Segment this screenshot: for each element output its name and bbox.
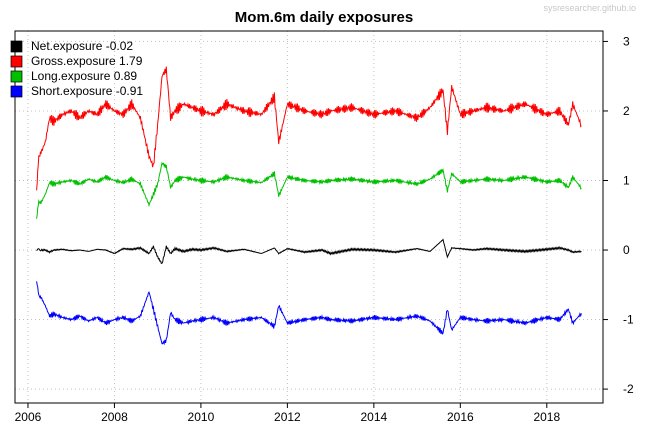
series-line <box>36 161 582 219</box>
x-tick-label: 2008 <box>101 410 128 424</box>
y-tick-label: 1 <box>623 173 630 187</box>
legend-label: Long.exposure 0.89 <box>31 69 137 83</box>
series-line <box>36 238 582 265</box>
legend-swatch <box>10 70 23 83</box>
y-tick-label: 2 <box>623 104 630 118</box>
x-tick-label: 2010 <box>188 410 215 424</box>
legend-swatch <box>10 85 23 98</box>
series-line <box>36 281 582 346</box>
legend-label: Short.exposure -0.91 <box>31 84 143 98</box>
x-tick-label: 2014 <box>361 410 388 424</box>
y-tick-label: -2 <box>623 382 634 396</box>
y-axis: 3 2 1 0 -1 -2 <box>603 34 634 396</box>
series-group <box>36 66 582 346</box>
x-tick-label: 2016 <box>447 410 474 424</box>
chart-title: Mom.6m daily exposures <box>235 9 413 26</box>
x-tick-label: 2006 <box>15 410 42 424</box>
y-tick-label: 0 <box>623 243 630 257</box>
series-line <box>36 66 582 191</box>
x-tick-label: 2012 <box>274 410 301 424</box>
watermark: sysresearcher.github.io <box>543 3 636 13</box>
x-axis: 2006 2008 2010 2012 2014 2016 2018 <box>15 403 560 424</box>
plot-frame <box>14 30 604 404</box>
legend-swatch <box>10 55 23 68</box>
y-tick-label: 3 <box>623 34 630 48</box>
legend-swatch <box>10 40 23 53</box>
x-tick-label: 2018 <box>533 410 560 424</box>
legend-label: Gross.exposure 1.79 <box>31 54 143 68</box>
y-tick-label: -1 <box>623 313 634 327</box>
legend-label: Net.exposure -0.02 <box>31 39 133 53</box>
